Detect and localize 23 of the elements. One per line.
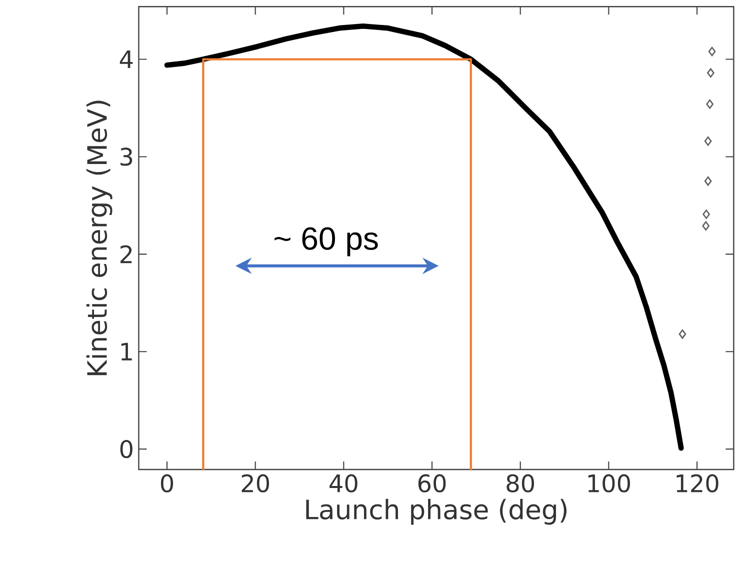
y-tick-label: 0 — [120, 440, 132, 458]
y-tick-label: 4 — [120, 50, 133, 68]
y-axis-title: Kinetic energy (MeV) — [86, 100, 112, 376]
point — [702, 221, 710, 231]
point — [708, 47, 716, 56]
x-axis-title: Launch phase (deg) — [306, 499, 567, 525]
point — [704, 176, 712, 186]
x-tick-label: 20 — [242, 474, 270, 493]
y-tick-label: 1 — [121, 343, 132, 361]
point — [702, 210, 710, 220]
point — [704, 136, 712, 146]
point — [707, 68, 714, 78]
point — [678, 330, 686, 339]
x-tick-label: 80 — [506, 474, 534, 493]
x-tick-label: 40 — [330, 474, 358, 493]
x-tick-label: 120 — [676, 474, 718, 493]
y-tick-label: 2 — [120, 245, 132, 264]
x-tick-label: 100 — [588, 474, 630, 493]
point — [706, 100, 714, 109]
annotation: ~ 60 ps — [274, 227, 378, 256]
y-tick-label: 3 — [120, 148, 132, 166]
x-tick-label: 60 — [418, 474, 446, 493]
x-tick-label: 0 — [160, 474, 174, 493]
